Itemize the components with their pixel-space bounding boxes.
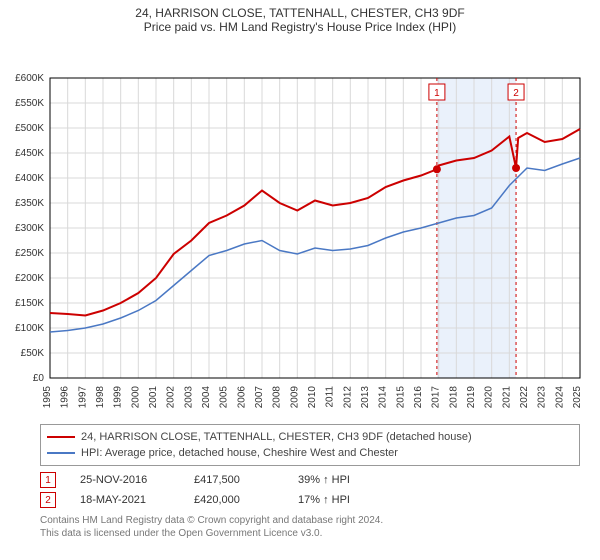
svg-text:2000: 2000 <box>130 386 141 409</box>
svg-text:2018: 2018 <box>448 386 459 409</box>
svg-text:2006: 2006 <box>236 386 247 409</box>
event-marker-icon: 1 <box>40 472 56 488</box>
svg-text:£400K: £400K <box>15 173 44 184</box>
svg-text:£250K: £250K <box>15 248 44 259</box>
credit-line: Contains HM Land Registry data © Crown c… <box>40 514 580 527</box>
svg-text:2020: 2020 <box>484 386 495 409</box>
svg-text:1: 1 <box>434 88 440 99</box>
svg-text:1997: 1997 <box>77 386 88 409</box>
legend-swatch <box>47 452 75 454</box>
credit-text: Contains HM Land Registry data © Crown c… <box>40 514 580 540</box>
svg-text:2016: 2016 <box>413 386 424 409</box>
legend-item: HPI: Average price, detached house, Ches… <box>47 445 573 461</box>
event-date: 18-MAY-2021 <box>80 494 170 506</box>
event-row: 1 25-NOV-2016 £417,500 39% ↑ HPI <box>40 472 580 488</box>
svg-text:1999: 1999 <box>113 386 124 409</box>
event-hpi: 39% ↑ HPI <box>298 474 378 486</box>
svg-text:£450K: £450K <box>15 148 44 159</box>
event-price: £417,500 <box>194 474 274 486</box>
legend-label: HPI: Average price, detached house, Ches… <box>81 445 398 461</box>
event-date: 25-NOV-2016 <box>80 474 170 486</box>
svg-text:2007: 2007 <box>254 386 265 409</box>
svg-text:£50K: £50K <box>21 348 45 359</box>
event-marker-icon: 2 <box>40 492 56 508</box>
svg-text:1998: 1998 <box>95 386 106 409</box>
svg-text:£0: £0 <box>33 373 45 384</box>
svg-text:2022: 2022 <box>519 386 530 409</box>
svg-text:2009: 2009 <box>289 386 300 409</box>
svg-text:2014: 2014 <box>378 386 389 409</box>
svg-text:2015: 2015 <box>395 386 406 409</box>
svg-text:2024: 2024 <box>554 386 565 409</box>
svg-text:£200K: £200K <box>15 273 44 284</box>
svg-text:2025: 2025 <box>572 386 583 409</box>
svg-text:2013: 2013 <box>360 386 371 409</box>
svg-text:£550K: £550K <box>15 98 44 109</box>
svg-text:2001: 2001 <box>148 386 159 409</box>
svg-text:1996: 1996 <box>60 386 71 409</box>
svg-text:2019: 2019 <box>466 386 477 409</box>
svg-text:2021: 2021 <box>501 386 512 409</box>
event-hpi: 17% ↑ HPI <box>298 494 378 506</box>
svg-text:2017: 2017 <box>431 386 442 409</box>
chart-subtitle: Price paid vs. HM Land Registry's House … <box>0 20 600 38</box>
svg-text:1995: 1995 <box>42 386 53 409</box>
event-price: £420,000 <box>194 494 274 506</box>
legend-item: 24, HARRISON CLOSE, TATTENHALL, CHESTER,… <box>47 429 573 445</box>
svg-text:2011: 2011 <box>325 386 336 408</box>
svg-text:2: 2 <box>513 88 519 99</box>
line-chart: £0 £50K £100K £150K £200K £250K £300K £350K £400… <box>0 38 600 418</box>
svg-text:2002: 2002 <box>166 386 177 409</box>
events-table: 1 25-NOV-2016 £417,500 39% ↑ HPI 2 18-MA… <box>40 472 580 508</box>
svg-text:2008: 2008 <box>272 386 283 409</box>
svg-text:2003: 2003 <box>183 386 194 409</box>
svg-text:£350K: £350K <box>15 198 44 209</box>
svg-text:£500K: £500K <box>15 123 44 134</box>
svg-text:£150K: £150K <box>15 298 44 309</box>
event-row: 2 18-MAY-2021 £420,000 17% ↑ HPI <box>40 492 580 508</box>
chart-title: 24, HARRISON CLOSE, TATTENHALL, CHESTER,… <box>0 0 600 20</box>
legend-swatch <box>47 436 75 438</box>
svg-text:£300K: £300K <box>15 223 44 234</box>
svg-text:£100K: £100K <box>15 323 44 334</box>
svg-text:£600K: £600K <box>15 73 44 84</box>
chart-container: 24, HARRISON CLOSE, TATTENHALL, CHESTER,… <box>0 0 600 540</box>
svg-text:2023: 2023 <box>537 386 548 409</box>
svg-text:2005: 2005 <box>219 386 230 409</box>
legend: 24, HARRISON CLOSE, TATTENHALL, CHESTER,… <box>40 424 580 466</box>
svg-text:2012: 2012 <box>342 386 353 409</box>
svg-text:2004: 2004 <box>201 386 212 409</box>
credit-line: This data is licensed under the Open Gov… <box>40 527 580 540</box>
legend-label: 24, HARRISON CLOSE, TATTENHALL, CHESTER,… <box>81 429 472 445</box>
svg-text:2010: 2010 <box>307 386 318 409</box>
